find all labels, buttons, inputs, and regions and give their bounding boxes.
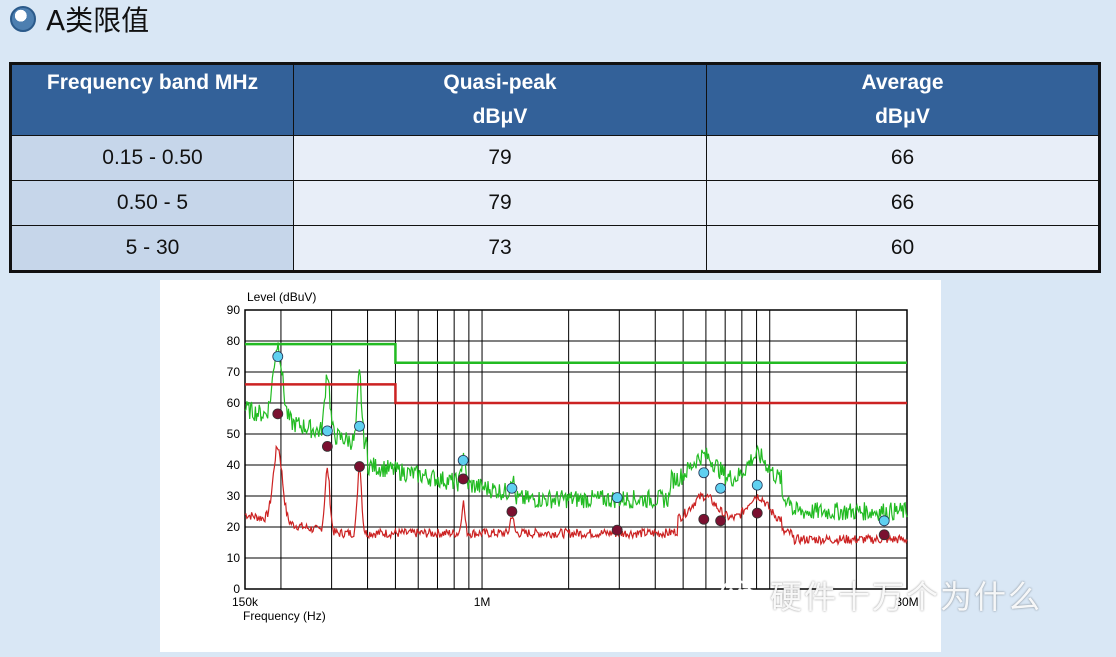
emission-chart: 0 10 20 30 40 50 60 70 80 90 150k 1M 30M Level (dBuV)… — [160, 280, 941, 652]
page-title-row: A类限值 — [10, 0, 149, 38]
y-tick-label: 0 — [233, 582, 240, 596]
cell-quasi-peak: 79 — [293, 180, 707, 226]
average-marker — [715, 515, 727, 527]
cell-band: 0.50 - 5 — [10, 180, 294, 226]
cell-quasi-peak: 73 — [293, 225, 707, 272]
quasi-peak-trace — [244, 342, 908, 522]
header-band: Frequency band MHz — [10, 63, 294, 136]
x-tick-label: 150k — [232, 595, 259, 609]
header-average: Average dBμV — [706, 63, 1100, 136]
average-limit-line — [245, 383, 907, 405]
average-marker — [506, 506, 518, 517]
x-axis-label: Frequency (Hz) — [243, 609, 326, 623]
emission-chart-svg: 0 10 20 30 40 50 60 70 80 90 150k 1M 30M Level (dBuV)… — [227, 290, 919, 623]
average-marker — [751, 507, 763, 519]
cell-quasi-peak: 79 — [293, 135, 707, 181]
average-marker — [272, 408, 284, 420]
x-tick-label: 30M — [895, 595, 918, 609]
watermark: 硬件十万个为什么 — [720, 572, 1042, 618]
table-row: 0.50 - 5 79 66 — [10, 180, 1100, 226]
y-tick-label: 80 — [227, 334, 241, 348]
quasi-peak-marker — [457, 454, 469, 466]
average-marker — [878, 529, 890, 541]
cell-band: 0.15 - 0.50 — [10, 135, 294, 181]
y-tick-label: 60 — [227, 396, 241, 410]
y-axis-label: Level (dBuV) — [247, 290, 316, 304]
y-tick-label: 20 — [227, 520, 241, 534]
table-row: 5 - 30 73 60 — [10, 225, 1100, 272]
quasi-peak-marker — [354, 420, 365, 432]
quasi-peak-marker — [715, 482, 727, 494]
average-marker — [354, 461, 365, 472]
cell-band: 5 - 30 — [10, 225, 294, 272]
page-title: A类限值 — [46, 4, 150, 37]
quasi-peak-limit-line — [245, 342, 907, 364]
cell-average: 60 — [706, 225, 1100, 272]
cell-average: 66 — [706, 180, 1100, 226]
quasi-peak-marker — [506, 482, 518, 494]
watermark-text: 硬件十万个为什么 — [770, 578, 1043, 616]
wechat-icon — [720, 579, 761, 610]
average-marker — [457, 473, 469, 485]
plot-frame — [244, 309, 908, 590]
average-marker — [611, 524, 623, 536]
y-tick-label: 70 — [227, 365, 241, 379]
quasi-peak-marker — [698, 467, 710, 479]
bullet-icon — [10, 6, 36, 32]
quasi-peak-marker — [878, 515, 890, 527]
average-trace — [244, 444, 908, 547]
quasi-peak-marker — [751, 479, 763, 491]
quasi-peak-marker — [611, 492, 623, 503]
header-quasi-peak: Quasi-peak dBμV — [293, 63, 707, 136]
cell-average: 66 — [706, 135, 1100, 181]
x-tick-label: 1M — [474, 595, 491, 609]
quasi-peak-marker — [272, 351, 284, 362]
table-header-row: Frequency band MHz Quasi-peak dBμV Averag… — [10, 63, 1100, 136]
table-row: 0.15 - 0.50 79 66 — [10, 135, 1100, 181]
average-marker — [698, 513, 710, 525]
y-tick-label: 30 — [227, 489, 241, 503]
y-tick-label: 40 — [227, 458, 241, 472]
limits-table: Frequency band MHz Quasi-peak dBμV Averag… — [9, 62, 1101, 273]
y-tick-label: 10 — [227, 551, 241, 565]
y-tick-label: 90 — [227, 303, 241, 317]
quasi-peak-marker — [321, 425, 333, 437]
average-marker — [321, 440, 333, 452]
y-tick-label: 50 — [227, 427, 241, 441]
